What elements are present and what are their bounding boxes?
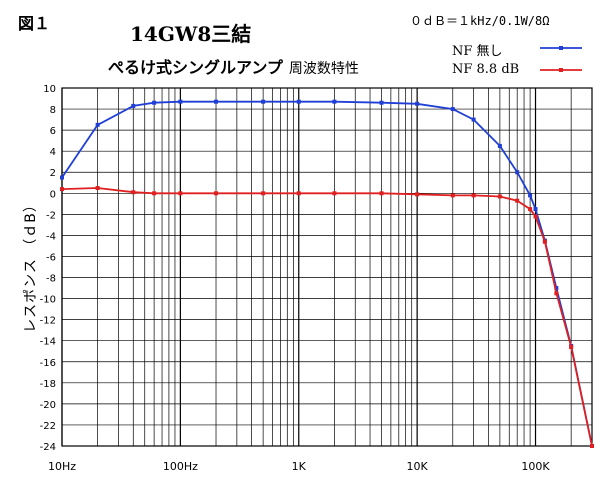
series-point-0 <box>131 103 136 108</box>
series-line-1 <box>61 187 593 447</box>
y-tick-label: -14 <box>40 337 56 348</box>
x-tick-label: 100Hz <box>163 460 198 473</box>
y-tick-label: -10 <box>40 295 56 306</box>
series-point-1 <box>590 444 594 448</box>
series-point-1 <box>515 198 520 203</box>
series-point-0 <box>152 100 157 105</box>
y-tick-label: -22 <box>40 421 56 432</box>
series-point-1 <box>415 192 420 197</box>
chart-subtitle: ぺるけ式シングルアンプ 周波数特性 <box>108 54 359 78</box>
reference-level: ０ｄＢ＝１kHz/0.1W/8Ω <box>410 14 550 28</box>
series-point-1 <box>178 191 183 196</box>
series-point-0 <box>471 117 476 122</box>
series-point-0 <box>60 175 64 180</box>
figure-label: 図１ <box>18 14 51 33</box>
y-tick-label: 2 <box>50 168 56 179</box>
y-tick-label: -20 <box>40 400 56 411</box>
subtitle-main: ぺるけ式シングルアンプ <box>108 58 283 77</box>
y-tick-label: 8 <box>50 105 56 116</box>
series-point-1 <box>528 207 533 212</box>
x-tick-label: 10K <box>407 460 429 473</box>
series-point-1 <box>332 191 337 196</box>
y-tick-label: -6 <box>46 252 56 263</box>
series-point-1 <box>533 214 538 219</box>
legend: NF 無し NF 8.8 dB <box>452 40 532 84</box>
legend-label-nf-none: NF 無し <box>452 44 503 59</box>
legend-item-nf-8-8: NF 8.8 dB <box>452 62 532 84</box>
series-point-1 <box>471 193 476 198</box>
series-point-1 <box>214 191 219 196</box>
x-tick-label: 10Hz <box>48 460 76 473</box>
series-point-1 <box>497 194 502 199</box>
y-tick-label: -4 <box>46 231 56 242</box>
series-point-0 <box>261 99 266 104</box>
legend-item-nf-none: NF 無し <box>452 40 532 62</box>
x-tick-label: 1K <box>292 460 307 473</box>
legend-label-nf-8-8: NF 8.8 dB <box>452 62 520 77</box>
x-tick-label: 100K <box>521 460 550 473</box>
series-point-1 <box>296 191 301 196</box>
y-tick-label: 0 <box>50 189 56 200</box>
series-point-0 <box>379 100 384 105</box>
series-point-1 <box>554 291 559 296</box>
series-point-1 <box>131 190 136 195</box>
y-tick-label: 4 <box>50 147 56 158</box>
y-tick-label: -8 <box>46 274 56 285</box>
series-point-0 <box>533 207 538 212</box>
series-point-1 <box>379 191 384 196</box>
y-tick-label: 6 <box>50 126 56 137</box>
series-point-0 <box>415 101 420 106</box>
y-tick-label: -12 <box>40 316 56 327</box>
series-point-1 <box>152 191 157 196</box>
series-point-1 <box>261 191 266 196</box>
y-tick-label: -2 <box>46 210 56 221</box>
series-point-1 <box>542 239 547 244</box>
series-point-0 <box>528 193 533 198</box>
series-point-1 <box>95 186 100 191</box>
plot-frame <box>61 87 593 447</box>
series-point-0 <box>450 107 455 112</box>
y-tick-label: 10 <box>43 84 56 95</box>
series-point-0 <box>214 99 219 104</box>
series-point-0 <box>497 143 502 148</box>
y-tick-label: -24 <box>40 442 56 453</box>
legend-marker-0 <box>559 46 563 50</box>
legend-marker-1 <box>559 68 563 72</box>
series-point-0 <box>296 99 301 104</box>
y-tick-label: -16 <box>40 358 56 369</box>
series-point-0 <box>178 99 183 104</box>
series-point-0 <box>332 99 337 104</box>
series-line-0 <box>61 100 593 447</box>
series-point-0 <box>554 286 559 291</box>
subtitle-secondary: 周波数特性 <box>288 61 359 77</box>
series-point-0 <box>515 170 520 175</box>
series-point-1 <box>450 193 455 198</box>
y-tick-label: -18 <box>40 379 56 390</box>
chart-title: 14GW8三結 <box>130 22 252 46</box>
series-point-1 <box>569 345 574 350</box>
series-point-0 <box>95 122 100 127</box>
series-point-1 <box>60 187 64 192</box>
